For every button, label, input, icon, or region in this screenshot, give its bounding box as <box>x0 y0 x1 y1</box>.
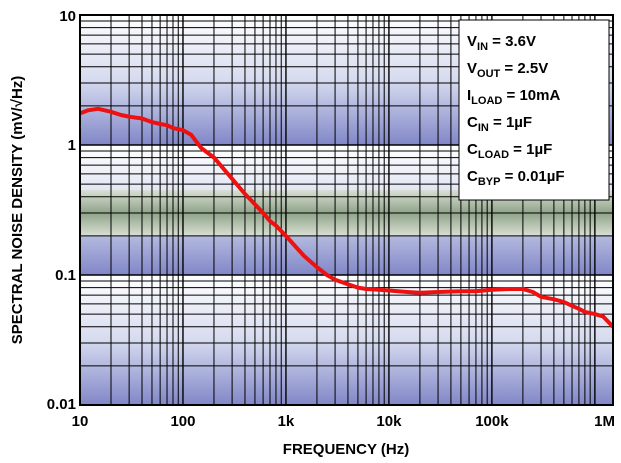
data-point <box>508 287 512 291</box>
data-point <box>562 300 566 304</box>
data-point <box>601 314 605 319</box>
y-axis-title: SPECTRAL NOISE DENSITY (mV/√Hz) <box>9 76 26 345</box>
data-point <box>284 234 288 238</box>
data-point <box>158 122 162 126</box>
data-point <box>325 273 329 277</box>
y-tick-label: 10 <box>59 8 76 25</box>
data-point <box>333 278 337 282</box>
x-axis-title: FREQUENCY (Hz) <box>283 441 409 458</box>
y-tick-labels: 0.01 0.1 1 10 <box>47 8 76 413</box>
condition-line: ILOAD = 10mA <box>467 87 560 107</box>
x-tick-label: 10 <box>72 413 89 430</box>
condition-line: CLOAD = 1µF <box>467 141 552 161</box>
plot-frame <box>79 14 614 406</box>
data-point <box>199 146 203 150</box>
y-tick-label: 1 <box>68 137 76 154</box>
data-point <box>96 107 100 111</box>
data-point <box>230 177 234 181</box>
conditions-box: VIN = 3.6V VOUT = 2.5V ILOAD = 10mA CIN = 1… <box>458 19 610 201</box>
data-point <box>181 128 185 132</box>
x-tick-label: 100k <box>475 413 509 430</box>
data-point <box>346 282 350 286</box>
data-point <box>127 115 131 119</box>
conditions-box-bg <box>458 19 610 201</box>
data-point <box>189 133 193 137</box>
data-point <box>377 288 381 292</box>
data-point <box>243 192 247 196</box>
data-point <box>474 289 478 293</box>
data-point <box>268 219 272 223</box>
series-layer <box>80 106 613 329</box>
data-point <box>570 304 574 308</box>
y-tick-label: 0.01 <box>47 396 76 413</box>
data-point <box>292 243 296 247</box>
data-point <box>261 211 265 215</box>
data-point <box>302 254 306 258</box>
data-point <box>315 265 319 269</box>
data-point <box>531 290 535 294</box>
data-point <box>583 310 587 314</box>
data-point <box>364 287 368 291</box>
y-tick-label: 0.1 <box>55 267 76 284</box>
data-point <box>212 155 216 160</box>
data-point <box>577 307 581 311</box>
condition-line: CBYP = 0.01µF <box>467 168 565 188</box>
data-point <box>552 297 556 301</box>
data-point <box>109 110 113 114</box>
condition-line: VIN = 3.6V <box>467 33 536 53</box>
data-point <box>253 202 257 206</box>
x-tick-label: 100 <box>170 413 195 430</box>
data-point <box>356 285 360 290</box>
data-point <box>165 123 169 127</box>
x-tick-labels: 10 100 1k 10k 100k 1M <box>72 413 615 430</box>
data-point <box>521 287 525 291</box>
data-point <box>150 120 154 124</box>
data-point <box>490 288 494 292</box>
data-point <box>119 113 123 117</box>
data-point <box>140 116 144 121</box>
condition-line: VOUT = 2.5V <box>467 60 548 80</box>
decade-band <box>80 275 613 405</box>
condition-line: CIN = 1µF <box>467 114 532 134</box>
data-point <box>222 167 226 171</box>
data-point <box>593 312 597 316</box>
data-point <box>436 290 440 294</box>
data-point <box>459 289 463 293</box>
data-point <box>274 223 278 228</box>
x-tick-label: 1k <box>278 413 295 430</box>
data-point <box>405 290 409 294</box>
data-point <box>171 126 175 130</box>
data-point <box>539 295 543 299</box>
data-point <box>387 288 391 293</box>
data-point <box>418 291 422 295</box>
data-point <box>86 108 90 112</box>
x-tick-label: 10k <box>376 413 402 430</box>
x-tick-label: 1M <box>594 413 615 430</box>
